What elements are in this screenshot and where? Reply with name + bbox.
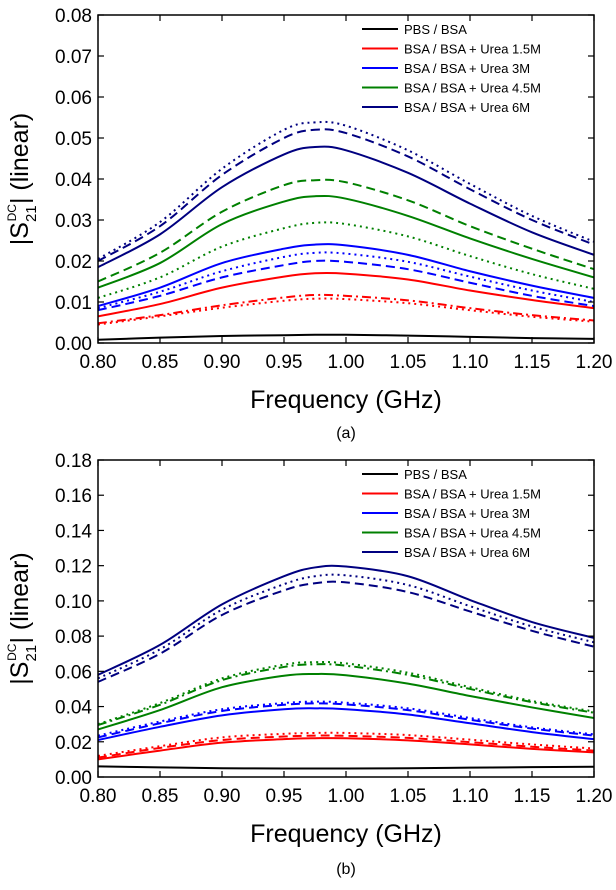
series-line-2 xyxy=(98,271,594,318)
y-tick-label: 0.03 xyxy=(55,211,92,232)
y-tick-label: 0.00 xyxy=(55,768,92,789)
series-line-1 xyxy=(98,765,594,770)
series-line-11 xyxy=(98,145,594,269)
series-line-12 xyxy=(98,580,594,683)
legend-label-5: BSA / BSA + Urea 6M xyxy=(404,545,530,560)
y-axis-title-pre: |S xyxy=(6,662,34,685)
series-line-2 xyxy=(98,737,594,761)
y-tick-label: 0.05 xyxy=(55,129,92,150)
series-line-3 xyxy=(98,734,594,759)
series-line-4 xyxy=(98,297,594,326)
x-tick-label: 1.15 xyxy=(514,786,551,807)
x-tick-label: 0.85 xyxy=(142,352,179,373)
y-tick-label: 0.14 xyxy=(55,521,92,542)
chart-panel-2: 0.80 0.85 0.90 0.95 1.00 1.05 1.10 1.15 1.20 0.00… xyxy=(5,451,612,878)
series-line-7 xyxy=(98,251,594,310)
x-tick-label: 1.05 xyxy=(390,352,427,373)
series-line-4 xyxy=(98,731,594,757)
x-axis-title: Frequency (GHz) xyxy=(250,820,442,848)
series-line-5 xyxy=(98,707,594,741)
y-tick-label: 0.02 xyxy=(55,733,92,754)
x-tick-label: 0.80 xyxy=(80,786,117,807)
y-axis-title: |S21DC| (linear) xyxy=(5,552,40,684)
x-tick-label: 0.90 xyxy=(204,786,241,807)
x-tick-label: 1.20 xyxy=(576,352,613,373)
legend-label-3: BSA / BSA + Urea 3M xyxy=(404,506,530,521)
x-tick-label: 0.95 xyxy=(266,352,303,373)
series-line-13 xyxy=(98,120,594,260)
y-axis-title-sup: DC xyxy=(5,643,19,661)
x-tick-label: 0.85 xyxy=(142,786,179,807)
series-line-3 xyxy=(98,293,594,325)
series-line-9 xyxy=(98,178,594,283)
x-tick-label: 0.95 xyxy=(266,786,303,807)
legend-label-1: PBS / BSA xyxy=(404,22,467,37)
y-tick-label: 0.04 xyxy=(55,698,92,719)
x-tick-label: 1.10 xyxy=(452,786,489,807)
y-axis-title: |S21DC| (linear) xyxy=(5,113,40,245)
series-line-10 xyxy=(98,221,594,299)
series-line-11 xyxy=(98,564,594,676)
plot-area xyxy=(98,564,594,770)
series-line-8 xyxy=(98,194,594,289)
y-tick-label: 0.12 xyxy=(55,557,92,578)
y-tick-label: 0.07 xyxy=(55,47,92,68)
legend-label-2: BSA / BSA + Urea 1.5M xyxy=(404,42,541,57)
legend-label-1: PBS / BSA xyxy=(404,467,467,482)
y-tick-label: 0.06 xyxy=(55,662,92,683)
y-tick-label: 0.04 xyxy=(55,170,92,191)
series-line-8 xyxy=(98,672,594,731)
x-tick-label: 1.05 xyxy=(390,786,427,807)
y-axis-title-post: | (linear) xyxy=(6,113,34,204)
x-tick-label: 1.10 xyxy=(452,352,489,373)
x-tick-label: 0.90 xyxy=(204,352,241,373)
x-tick-label: 1.00 xyxy=(328,786,365,807)
y-axis-title-post: | (linear) xyxy=(6,552,34,643)
series-line-6 xyxy=(98,259,594,312)
y-tick-label: 0.06 xyxy=(55,88,92,109)
series-line-12 xyxy=(98,128,594,262)
plot-area xyxy=(98,120,594,341)
x-tick-label: 1.15 xyxy=(514,352,551,373)
y-axis-title-sub: 21 xyxy=(23,645,40,662)
series-line-9 xyxy=(98,663,594,726)
y-axis-title-pre: |S xyxy=(6,222,34,245)
series-line-6 xyxy=(98,702,594,739)
panel-label: (a) xyxy=(336,425,356,442)
legend-label-4: BSA / BSA + Urea 4.5M xyxy=(404,526,541,541)
panel-label: (b) xyxy=(336,861,356,878)
y-tick-label: 0.16 xyxy=(55,486,92,507)
y-tick-label: 0.08 xyxy=(55,627,92,648)
y-tick-label: 0.02 xyxy=(55,252,92,273)
chart-panel-1: 0.80 0.85 0.90 0.95 1.00 1.05 1.10 1.15 1.20 0.00… xyxy=(5,6,612,442)
series-line-1 xyxy=(98,333,594,341)
x-tick-label: 1.00 xyxy=(328,352,365,373)
series-line-5 xyxy=(98,243,594,308)
x-tick-label: 0.80 xyxy=(80,352,117,373)
y-axis-title-sup: DC xyxy=(5,204,19,222)
y-tick-label: 0.18 xyxy=(55,451,92,472)
y-tick-label: 0.00 xyxy=(55,334,92,355)
x-axis-title: Frequency (GHz) xyxy=(250,386,442,414)
legend-label-4: BSA / BSA + Urea 4.5M xyxy=(404,81,541,96)
x-tick-label: 1.20 xyxy=(576,786,613,807)
legend-label-2: BSA / BSA + Urea 1.5M xyxy=(404,487,541,502)
y-tick-label: 0.08 xyxy=(55,6,92,27)
y-tick-label: 0.10 xyxy=(55,592,92,613)
legend-label-3: BSA / BSA + Urea 3M xyxy=(404,61,530,76)
y-axis-title-sub: 21 xyxy=(23,205,40,222)
legend-label-5: BSA / BSA + Urea 6M xyxy=(404,100,530,115)
y-tick-label: 0.01 xyxy=(55,293,92,314)
series-line-10 xyxy=(98,661,594,726)
